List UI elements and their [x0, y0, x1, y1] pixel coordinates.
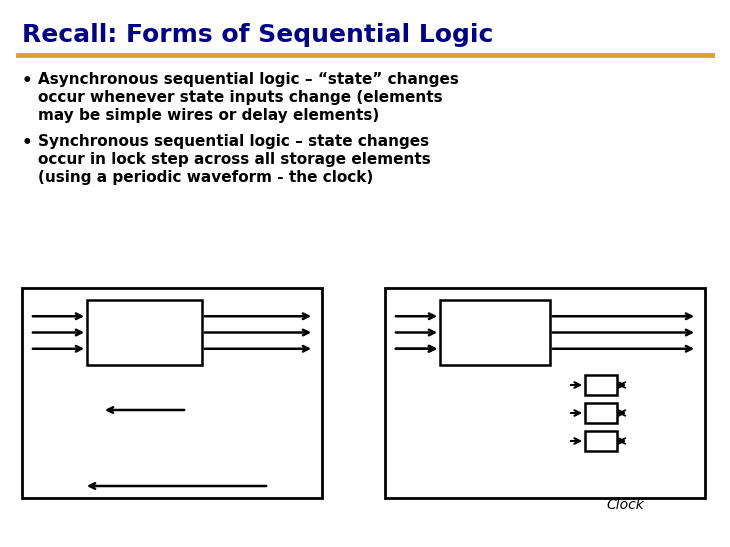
Text: •: •	[22, 134, 33, 152]
Bar	[585, 403, 617, 423]
Text: occur whenever state inputs change (elements: occur whenever state inputs change (elem…	[38, 90, 442, 105]
Bar	[385, 288, 705, 498]
Bar	[87, 300, 202, 365]
Text: Asynchronous sequential logic – “state” changes: Asynchronous sequential logic – “state” …	[38, 72, 459, 87]
Bar	[585, 431, 617, 451]
Bar	[440, 300, 550, 365]
Text: Clock: Clock	[606, 498, 644, 512]
Bar	[22, 288, 322, 498]
Text: •: •	[22, 72, 33, 90]
Text: may be simple wires or delay elements): may be simple wires or delay elements)	[38, 108, 380, 123]
Bar	[585, 375, 617, 395]
Text: Synchronous sequential logic – state changes: Synchronous sequential logic – state cha…	[38, 134, 429, 149]
Text: occur in lock step across all storage elements: occur in lock step across all storage el…	[38, 152, 431, 167]
Text: (using a periodic waveform - the clock): (using a periodic waveform - the clock)	[38, 170, 373, 185]
Text: Recall: Forms of Sequential Logic: Recall: Forms of Sequential Logic	[22, 23, 493, 47]
